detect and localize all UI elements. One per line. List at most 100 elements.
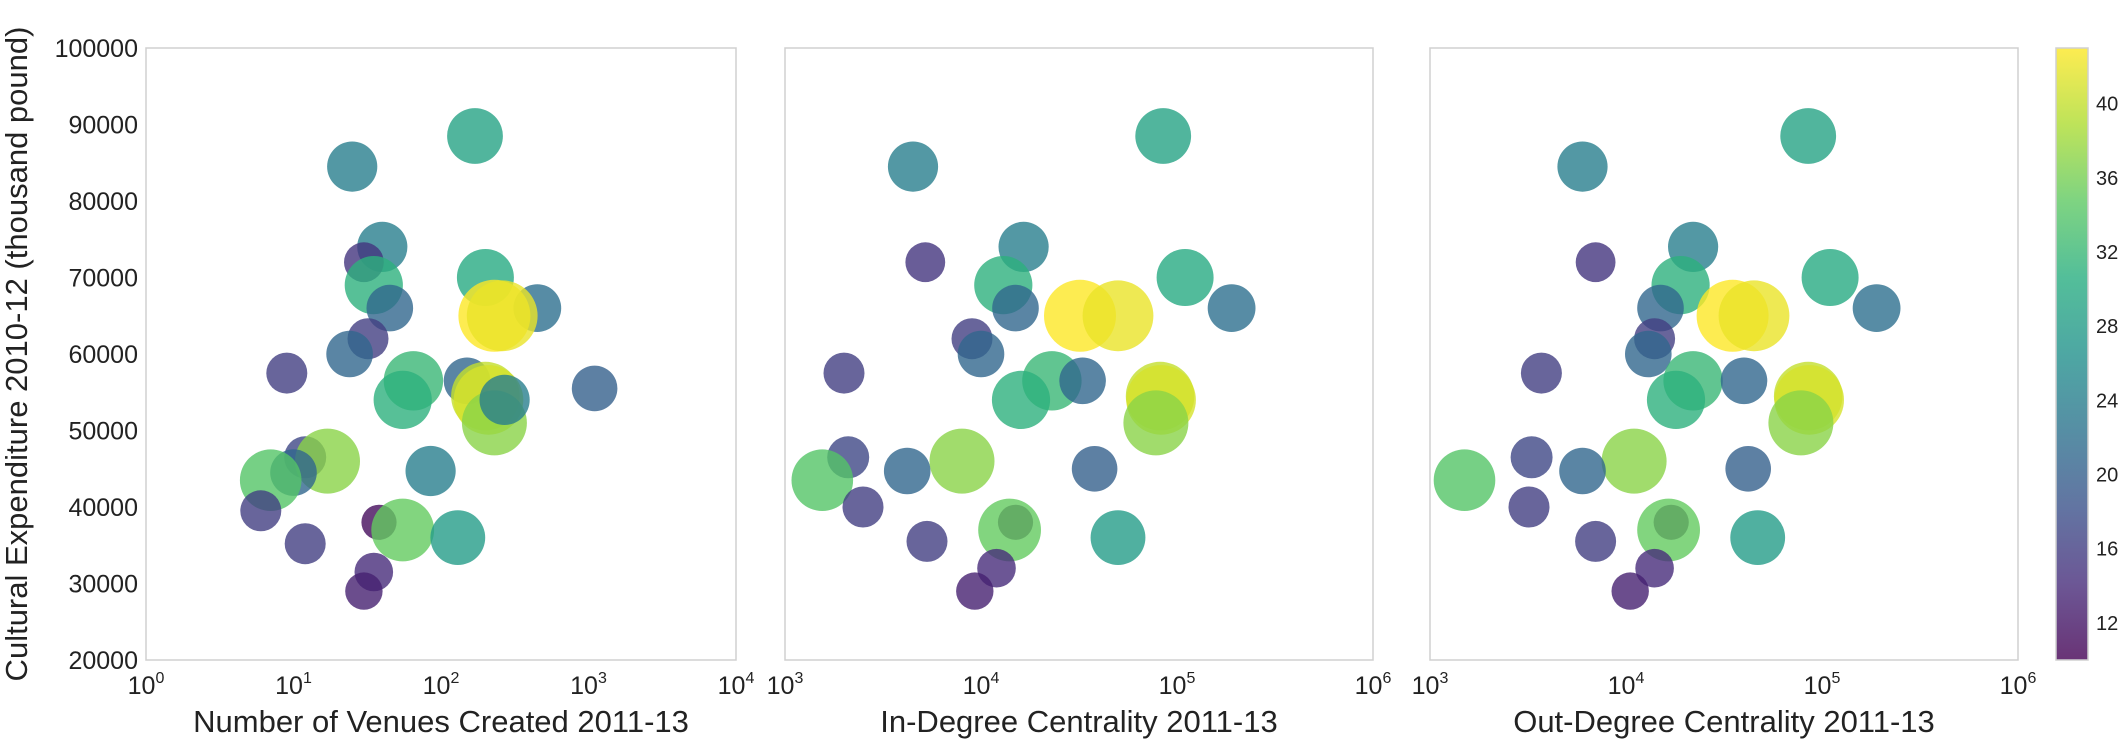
scatter-point	[992, 284, 1039, 332]
scatter-point	[1071, 446, 1118, 492]
scatter-point	[1852, 284, 1901, 332]
scatter-point	[284, 523, 326, 565]
scatter-point	[1780, 108, 1837, 164]
panel-frame	[145, 47, 737, 661]
x-tick-label: 105	[1159, 670, 1196, 700]
scatter-point	[1601, 428, 1667, 494]
scatter-point	[1611, 572, 1649, 610]
scatter-point	[240, 490, 282, 532]
scatter-point	[887, 141, 939, 192]
scatter-point	[466, 280, 538, 352]
scatter-point	[905, 242, 946, 283]
scatter-point	[479, 374, 530, 425]
x-tick-label: 104	[1608, 670, 1645, 700]
colorbar: 12 16 20 24 28 32 36 40	[2055, 47, 2118, 661]
scatter-point	[1646, 370, 1706, 429]
scatter-point	[366, 284, 414, 332]
x-tick-label: 103	[1412, 670, 1449, 700]
x-tick-label: 106	[2000, 670, 2037, 700]
x-tick-label: 105	[1804, 670, 1841, 700]
y-axis-label: Cultural Expenditure 2010-12 (thousand p…	[0, 27, 34, 682]
colorbar-tick-label: 28	[2096, 316, 2118, 338]
y-tick-label: 90000	[68, 112, 138, 140]
y-tick-label: 70000	[68, 265, 138, 293]
colorbar-tick-label: 12	[2096, 613, 2118, 635]
scatter-point	[1575, 242, 1616, 283]
x-axis-label: Number of Venues Created 2011-13	[193, 704, 689, 739]
points	[239, 108, 618, 610]
colorbar-tick-label: 40	[2096, 94, 2118, 116]
y-tick-label: 100000	[55, 35, 138, 63]
y-tick-label: 50000	[68, 418, 138, 446]
scatter-point	[906, 520, 948, 562]
scatter-point	[1625, 330, 1672, 378]
panels: 100 101 102 103 104 Number of Venues Created …	[55, 35, 2037, 739]
x-tick-label: 100	[128, 670, 165, 700]
x-tick-label: 103	[570, 670, 607, 700]
scatter-point	[1575, 520, 1617, 562]
scatter-point	[373, 370, 432, 429]
panel-2: 103 104 105 106 In-Degree Centrality 2011-13	[767, 47, 1392, 739]
x-tick-label: 102	[423, 670, 460, 700]
scatter-point	[842, 486, 884, 528]
scatter-point	[571, 365, 618, 412]
colorbar-tick-label: 20	[2096, 465, 2118, 487]
x-axis-label: Out-Degree Centrality 2011-13	[1513, 704, 1935, 739]
y-tick-label: 40000	[68, 494, 138, 522]
points	[1433, 108, 1901, 610]
x-axis-label: In-Degree Centrality 2011-13	[880, 704, 1277, 739]
scatter-point	[957, 330, 1005, 378]
scatter-point	[1557, 141, 1608, 192]
scatter-point	[956, 572, 994, 610]
scatter-point	[883, 447, 931, 495]
colorbar-tick-label: 36	[2096, 168, 2118, 190]
scatter-point	[1510, 436, 1553, 479]
scatter-point	[791, 449, 854, 512]
scatter-point	[1207, 284, 1256, 332]
colorbar-tick-label: 32	[2096, 242, 2118, 264]
x-tick-label: 103	[767, 670, 804, 700]
scatter-point	[345, 572, 383, 610]
scatter-point	[327, 141, 378, 192]
y-tick-label: 30000	[68, 571, 138, 599]
scatter-point	[1768, 390, 1834, 456]
scatter-point	[405, 445, 456, 497]
scatter-point	[1082, 280, 1154, 352]
scatter-point	[1725, 446, 1771, 492]
y-tick-label: 60000	[68, 341, 138, 369]
scatter-point	[447, 108, 503, 164]
colorbar-gradient	[2056, 48, 2088, 660]
y-tick-label: 20000	[68, 647, 138, 675]
scatter-point	[1637, 498, 1700, 562]
scatter-point	[823, 352, 865, 394]
scatter-point	[1635, 548, 1674, 588]
panel-frame	[784, 47, 1374, 661]
x-tick-label: 104	[963, 670, 1000, 700]
scatter-point	[1433, 449, 1496, 512]
panel-3: 103 104 105 106 Out-Degree Centrality 2011-1…	[1412, 47, 2037, 739]
colorbar-tick-label: 24	[2096, 390, 2118, 412]
scatter-point	[430, 510, 486, 565]
scatter-point	[1559, 447, 1606, 495]
scatter-point	[1730, 510, 1786, 565]
scatter-point	[1718, 280, 1790, 352]
scatter-point	[1801, 249, 1859, 306]
x-tick-label: 101	[275, 670, 312, 700]
points	[791, 108, 1256, 610]
scatter-point	[991, 370, 1051, 429]
panel-frame	[1429, 47, 2019, 661]
scatter-point	[1720, 357, 1768, 405]
x-tick-label: 106	[1355, 670, 1392, 700]
scatter-point	[1520, 352, 1562, 394]
scatter-point	[266, 352, 308, 394]
colorbar-frame	[2055, 47, 2089, 661]
scatter-point	[978, 498, 1041, 562]
scatter-point	[1123, 390, 1189, 456]
scatter-point	[1156, 249, 1214, 306]
y-tick-label: 80000	[68, 188, 138, 216]
scatter-point	[1090, 510, 1146, 565]
scatter-point	[371, 498, 435, 562]
scatter-point	[929, 428, 995, 494]
scatter-point	[326, 330, 373, 378]
